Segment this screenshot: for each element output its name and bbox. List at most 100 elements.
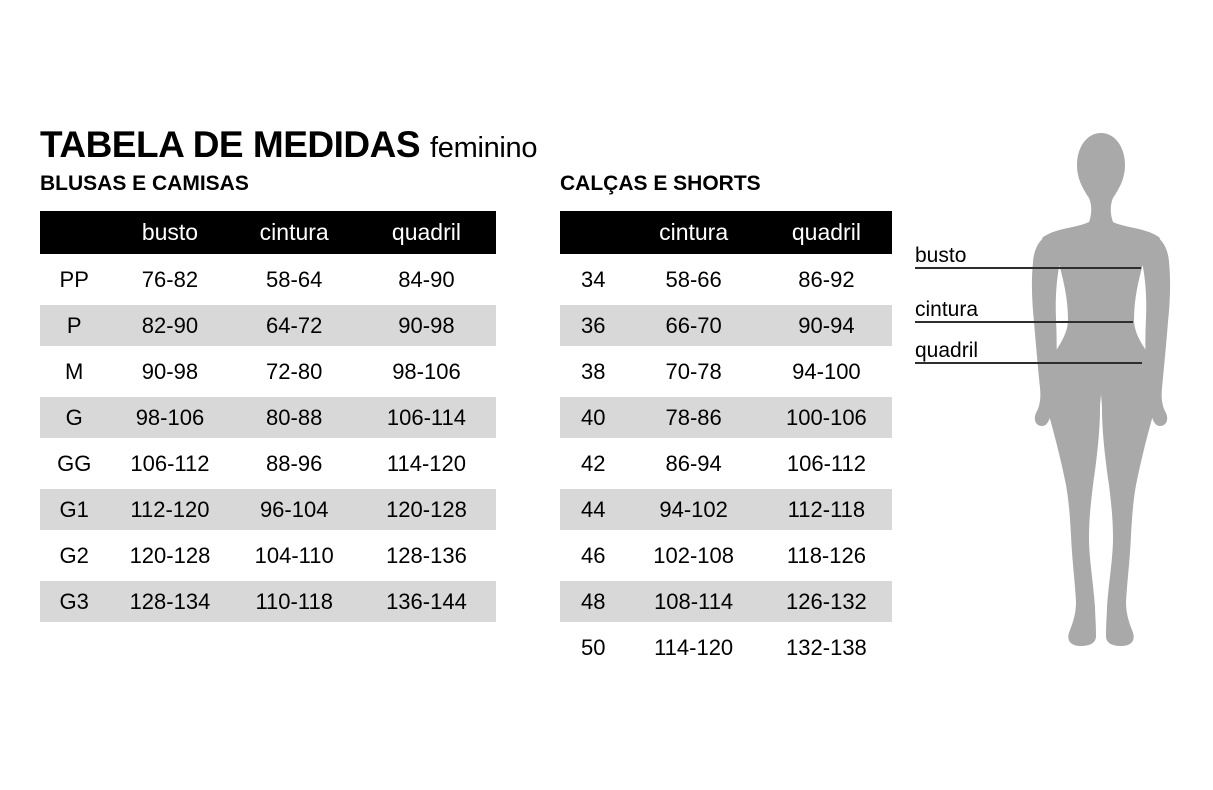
table-row: 40 78-86 100-106 bbox=[560, 397, 892, 438]
measurement-cell: 84-90 bbox=[398, 266, 455, 292]
size-cell: 36 bbox=[560, 305, 627, 346]
size-cell: G bbox=[40, 397, 109, 438]
silhouette-body-path bbox=[1041, 133, 1161, 646]
measurement-cell: 104-110 bbox=[254, 542, 334, 568]
measurement-cell: 86-92 bbox=[798, 266, 855, 292]
size-cell: 50 bbox=[580, 634, 606, 660]
quadril-label: quadril bbox=[915, 339, 979, 362]
table-row: 46 102-108 118-126 bbox=[560, 535, 892, 576]
measurement-cell: 108-114 bbox=[626, 581, 761, 622]
column-header: busto bbox=[108, 211, 232, 254]
measurement-cell: 136-144 bbox=[356, 581, 496, 622]
cintura-label: cintura bbox=[915, 298, 979, 321]
measurement-cell: 100-106 bbox=[760, 397, 892, 438]
table-row: G3 128-134 110-118 136-144 bbox=[40, 581, 496, 622]
column-header: quadril bbox=[356, 211, 496, 254]
table-row: 44 94-102 112-118 bbox=[560, 489, 892, 530]
measurement-cell: 96-104 bbox=[231, 489, 357, 530]
column-header: quadril bbox=[760, 211, 892, 254]
table-row: GG 106-112 88-96 114-120 bbox=[40, 443, 496, 484]
measurement-cell: 72-80 bbox=[266, 358, 323, 384]
size-table-blusas-e-camisas: busto cintura quadril PP 76-82 58-64 84-90 P 82-… bbox=[40, 206, 496, 627]
size-cell: 40 bbox=[560, 397, 627, 438]
measurement-cell: 88-96 bbox=[266, 450, 323, 476]
header-row: cintura quadril bbox=[560, 211, 892, 254]
size-cell: 44 bbox=[560, 489, 627, 530]
size-cell: G2 bbox=[59, 542, 89, 568]
size-cell: G1 bbox=[40, 489, 109, 530]
size-cell: 38 bbox=[580, 358, 606, 384]
page-title: TABELA DE MEDIDAS feminino bbox=[40, 124, 538, 166]
table-row: P 82-90 64-72 90-98 bbox=[40, 305, 496, 346]
size-cell: G3 bbox=[40, 581, 109, 622]
table-row: 38 70-78 94-100 bbox=[560, 351, 892, 392]
table-row: G1 112-120 96-104 120-128 bbox=[40, 489, 496, 530]
measurement-cell: 98-106 bbox=[392, 358, 461, 384]
measurement-cell: 118-126 bbox=[786, 542, 866, 568]
measurement-cell: 80-88 bbox=[231, 397, 357, 438]
measurement-cell: 126-132 bbox=[760, 581, 892, 622]
table-row: 34 58-66 86-92 bbox=[560, 259, 892, 300]
measurement-cell: 98-106 bbox=[108, 397, 232, 438]
measurement-cell: 114-120 bbox=[654, 634, 734, 660]
silhouette-right-arm-path bbox=[1142, 234, 1171, 426]
size-cell: 46 bbox=[580, 542, 606, 568]
table-row: PP 76-82 58-64 84-90 bbox=[40, 259, 496, 300]
measurement-cell: 128-136 bbox=[386, 542, 467, 568]
measurement-cell: 110-118 bbox=[231, 581, 357, 622]
size-table-calcas-e-shorts: cintura quadril 34 58-66 86-92 36 66-70 90-94 38… bbox=[560, 206, 892, 673]
column-header: cintura bbox=[626, 211, 761, 254]
size-cell: 42 bbox=[580, 450, 606, 476]
busto-measure-line: busto bbox=[915, 245, 1141, 269]
cintura-measure-line: cintura bbox=[915, 299, 1133, 323]
measurement-cell: 82-90 bbox=[108, 305, 232, 346]
busto-label: busto bbox=[915, 244, 967, 267]
size-cell: 48 bbox=[560, 581, 627, 622]
measurement-cell: 66-70 bbox=[626, 305, 761, 346]
table-row: M 90-98 72-80 98-106 bbox=[40, 351, 496, 392]
measurement-cell: 78-86 bbox=[626, 397, 761, 438]
measurement-cell: 94-102 bbox=[626, 489, 761, 530]
measurement-cell: 86-94 bbox=[665, 450, 722, 476]
measurement-cell: 58-66 bbox=[665, 266, 722, 292]
table-row: G 98-106 80-88 106-114 bbox=[40, 397, 496, 438]
measurement-cell: 76-82 bbox=[141, 266, 199, 292]
section-heading-calcas: CALÇAS E SHORTS bbox=[560, 172, 761, 195]
measurement-cell: 102-108 bbox=[653, 542, 734, 568]
measurement-cell: 112-118 bbox=[760, 489, 892, 530]
measurement-cell: 106-114 bbox=[356, 397, 496, 438]
measurement-cell: 106-112 bbox=[130, 450, 210, 476]
measurement-cell: 70-78 bbox=[665, 358, 722, 384]
measurement-cell: 90-98 bbox=[356, 305, 496, 346]
table-row: 48 108-114 126-132 bbox=[560, 581, 892, 622]
measurement-cell: 58-64 bbox=[266, 266, 323, 292]
column-header: cintura bbox=[231, 211, 357, 254]
size-cell: M bbox=[65, 358, 84, 384]
silhouette-left-arm-path bbox=[1031, 234, 1060, 426]
measurement-cell: 132-138 bbox=[786, 634, 867, 660]
measurement-cell: 64-72 bbox=[231, 305, 357, 346]
size-cell: P bbox=[40, 305, 109, 346]
measurement-cell: 90-94 bbox=[760, 305, 892, 346]
page-title-text: TABELA DE MEDIDAS bbox=[40, 124, 421, 165]
size-cell: GG bbox=[57, 450, 92, 476]
table-row: 36 66-70 90-94 bbox=[560, 305, 892, 346]
size-cell: PP bbox=[59, 266, 89, 292]
measurement-cell: 120-128 bbox=[356, 489, 496, 530]
page-subtitle: feminino bbox=[430, 132, 538, 164]
size-cell: 34 bbox=[580, 266, 606, 292]
measurement-cell: 112-120 bbox=[108, 489, 232, 530]
measurement-cell: 114-120 bbox=[386, 450, 466, 476]
measurement-cell: 120-128 bbox=[129, 542, 211, 568]
measurement-cell: 90-98 bbox=[141, 358, 199, 384]
column-header bbox=[560, 211, 627, 254]
header-row: busto cintura quadril bbox=[40, 211, 496, 254]
table-row: 50 114-120 132-138 bbox=[560, 627, 892, 668]
quadril-measure-line: quadril bbox=[915, 340, 1142, 364]
table-row: G2 120-128 104-110 128-136 bbox=[40, 535, 496, 576]
measurement-cell: 94-100 bbox=[792, 358, 861, 384]
column-header bbox=[40, 211, 109, 254]
table-row: 42 86-94 106-112 bbox=[560, 443, 892, 484]
measurement-cell: 106-112 bbox=[786, 450, 866, 476]
